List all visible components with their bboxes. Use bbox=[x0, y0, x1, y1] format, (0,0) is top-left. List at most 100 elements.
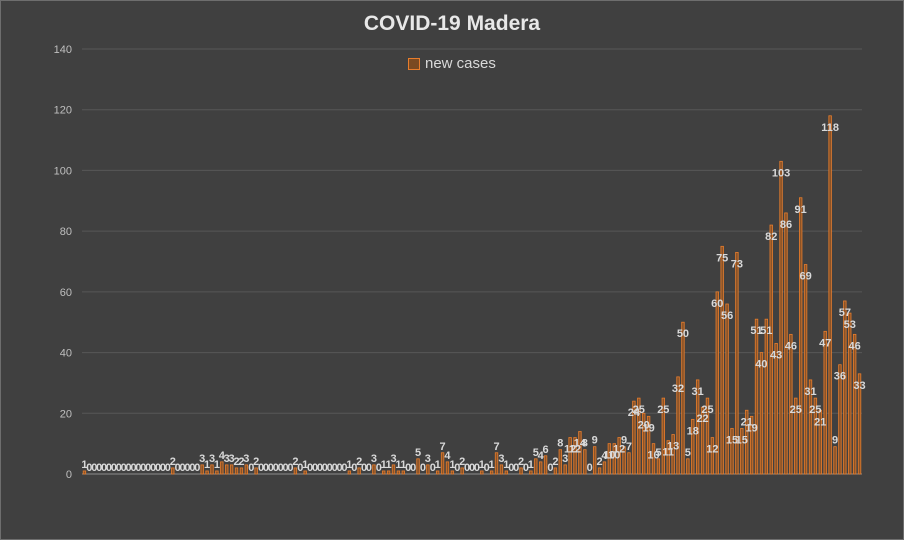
data-label: 0 bbox=[86, 462, 92, 474]
data-label: 43 bbox=[770, 349, 782, 361]
bar bbox=[612, 443, 616, 475]
bar bbox=[617, 437, 621, 475]
y-tick-label: 60 bbox=[60, 287, 72, 299]
data-label: 0 bbox=[189, 462, 195, 474]
data-label: 25 bbox=[809, 404, 821, 416]
bar bbox=[759, 352, 764, 475]
bar bbox=[656, 458, 661, 475]
data-label: 12 bbox=[569, 444, 581, 456]
bar bbox=[205, 470, 209, 475]
data-label: 1 bbox=[528, 459, 534, 471]
bar bbox=[774, 343, 778, 475]
bar bbox=[573, 437, 577, 475]
y-tick-label: 100 bbox=[54, 165, 72, 177]
data-label: 0 bbox=[484, 462, 490, 474]
data-label: 10 bbox=[608, 450, 620, 462]
bar bbox=[450, 470, 455, 475]
bar bbox=[651, 443, 656, 475]
y-tick-label: 40 bbox=[60, 348, 72, 360]
data-label: 0 bbox=[101, 462, 107, 474]
bar bbox=[700, 406, 705, 475]
bar bbox=[435, 470, 440, 475]
data-label: 3 bbox=[371, 453, 377, 465]
data-label: 6 bbox=[543, 444, 549, 456]
bar bbox=[82, 470, 87, 475]
bar bbox=[200, 464, 204, 475]
data-label: 0 bbox=[322, 462, 328, 474]
data-label: 0 bbox=[317, 462, 323, 474]
data-label: 51 bbox=[750, 325, 762, 337]
data-label: 9 bbox=[621, 435, 627, 447]
data-label: 0 bbox=[145, 462, 151, 474]
bar bbox=[386, 470, 391, 475]
data-label: 3 bbox=[209, 453, 215, 465]
data-label: 4 bbox=[219, 450, 226, 462]
chart-title: COVID-19 Madera bbox=[363, 12, 541, 35]
bar bbox=[529, 470, 533, 475]
bar bbox=[642, 412, 646, 475]
bar bbox=[426, 464, 430, 475]
data-label: 1 bbox=[449, 459, 455, 471]
data-label: 0 bbox=[194, 462, 200, 474]
data-label: 0 bbox=[160, 462, 166, 474]
data-label: 86 bbox=[780, 219, 792, 231]
bar bbox=[220, 461, 224, 475]
bar bbox=[838, 364, 842, 475]
data-label: 0 bbox=[180, 462, 186, 474]
data-label: 9 bbox=[592, 435, 598, 447]
bar bbox=[705, 397, 710, 475]
bar bbox=[637, 397, 641, 475]
data-label: 0 bbox=[258, 462, 264, 474]
bar bbox=[720, 245, 724, 475]
bar bbox=[391, 464, 396, 475]
bar bbox=[828, 115, 832, 475]
data-label: 60 bbox=[711, 298, 723, 310]
data-label: 103 bbox=[772, 167, 790, 179]
bar bbox=[848, 312, 852, 475]
data-label: 18 bbox=[687, 425, 699, 437]
data-label: 0 bbox=[130, 462, 136, 474]
data-label: 24 bbox=[628, 407, 641, 419]
data-label: 3 bbox=[224, 453, 230, 465]
bar bbox=[622, 446, 626, 475]
data-label: 91 bbox=[795, 204, 807, 216]
data-label: 47 bbox=[819, 337, 831, 349]
data-label: 0 bbox=[126, 462, 132, 474]
data-label: 57 bbox=[839, 307, 851, 319]
legend-swatch bbox=[408, 57, 420, 70]
data-label: 12 bbox=[706, 444, 718, 456]
bar bbox=[730, 428, 734, 475]
data-label: 0 bbox=[332, 462, 338, 474]
data-label: 0 bbox=[165, 462, 171, 474]
data-label: 5 bbox=[655, 447, 661, 459]
data-label: 46 bbox=[785, 340, 797, 352]
bar bbox=[578, 431, 582, 475]
bar bbox=[234, 467, 239, 475]
data-label: 1 bbox=[489, 459, 495, 471]
data-label: 31 bbox=[692, 386, 704, 398]
data-label: 1 bbox=[81, 459, 87, 471]
data-label: 0 bbox=[273, 462, 279, 474]
y-tick-label: 120 bbox=[54, 105, 72, 117]
data-label: 0 bbox=[361, 462, 367, 474]
data-label: 15 bbox=[726, 434, 738, 446]
bar bbox=[695, 379, 700, 475]
data-label: 51 bbox=[760, 325, 772, 337]
data-label: 9 bbox=[832, 435, 838, 447]
data-label: 10 bbox=[603, 450, 615, 462]
data-label: 25 bbox=[790, 404, 802, 416]
bar bbox=[229, 464, 234, 475]
data-label: 56 bbox=[721, 310, 733, 322]
data-label: 25 bbox=[633, 404, 645, 416]
bar bbox=[681, 321, 685, 475]
data-label: 2 bbox=[596, 456, 602, 468]
bar bbox=[239, 467, 244, 475]
bar bbox=[489, 470, 494, 475]
data-label: 2 bbox=[233, 456, 239, 468]
legend: new cases bbox=[408, 55, 496, 72]
data-label: 0 bbox=[454, 462, 460, 474]
data-label: 0 bbox=[351, 462, 357, 474]
data-label: 1 bbox=[435, 459, 441, 471]
